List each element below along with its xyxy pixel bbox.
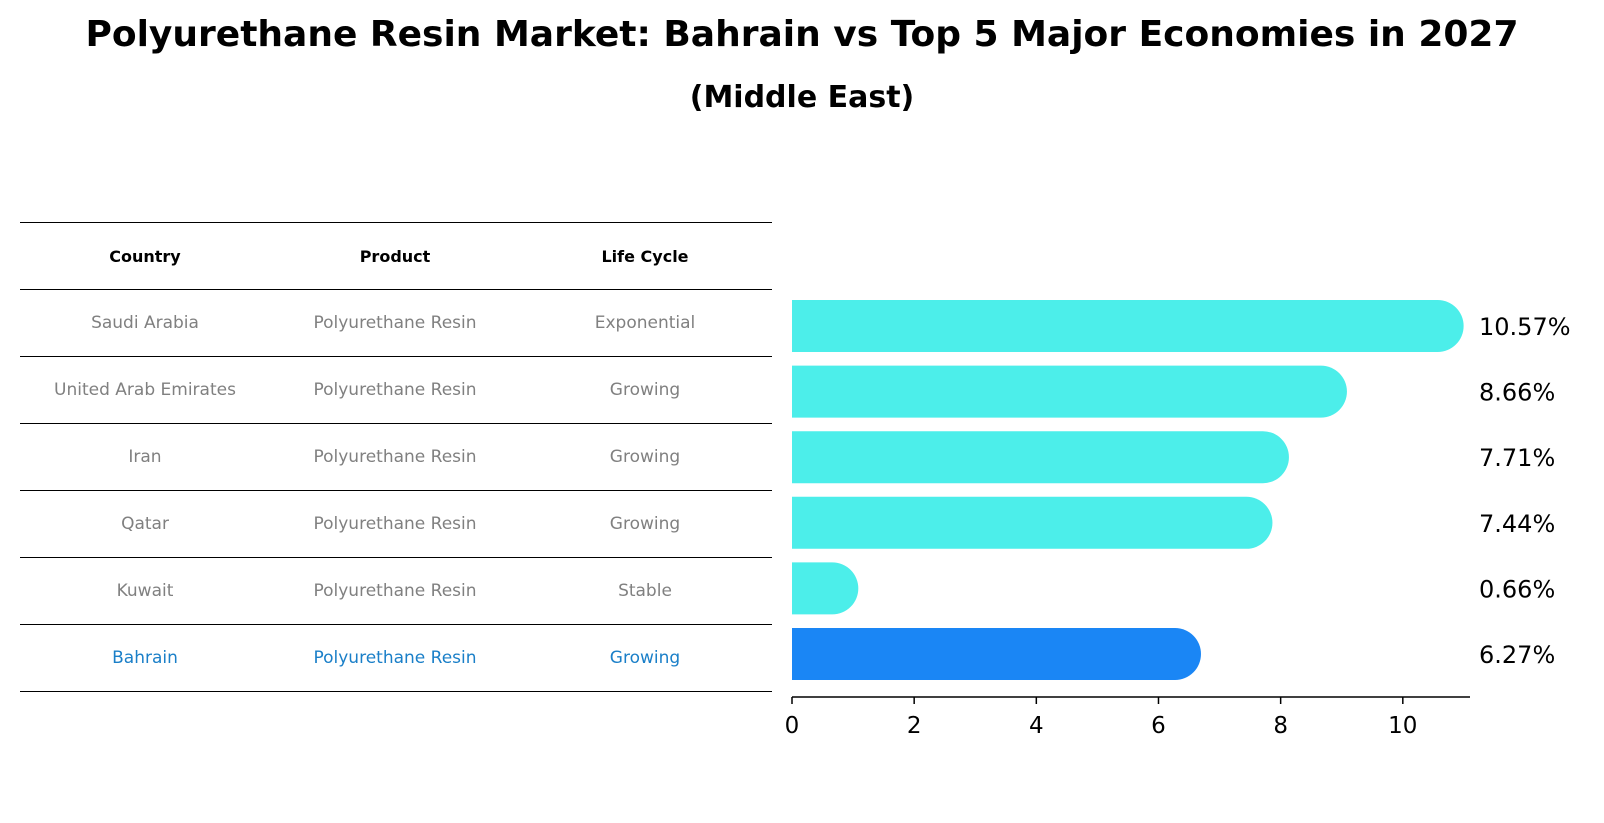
table-row: Iran Polyurethane Resin Growing (20, 423, 772, 490)
country-cell: Saudi Arabia (91, 313, 199, 333)
life-cycle-cell: Growing (609, 447, 681, 467)
table-row: United Arab Emirates Polyurethane Resin … (20, 356, 772, 423)
bar (792, 496, 1273, 549)
life-cycle-cell: Growing (609, 514, 681, 534)
table-row-highlighted: Bahrain Polyurethane Resin Growing (20, 624, 772, 692)
life-cycle-cell: Exponential (594, 313, 696, 333)
bar-value-label: 10.57% (1479, 313, 1571, 341)
bar-value-label: 6.27% (1479, 641, 1555, 669)
table-row: Saudi Arabia Polyurethane Resin Exponent… (20, 289, 772, 356)
table-header-row: Country Product Life Cycle (20, 222, 772, 289)
life-cycle-cell: Stable (618, 581, 672, 601)
x-tick-label: 8 (1273, 713, 1288, 739)
column-header-product: Product (359, 246, 431, 266)
x-tick-label: 6 (1151, 713, 1166, 739)
product-cell: Polyurethane Resin (313, 380, 477, 400)
table-row: Kuwait Polyurethane Resin Stable (20, 557, 772, 624)
bar (792, 300, 1464, 352)
product-cell: Polyurethane Resin (313, 648, 477, 668)
bar-highlighted (792, 628, 1201, 680)
country-cell: United Arab Emirates (54, 380, 236, 400)
product-cell: Polyurethane Resin (313, 313, 477, 333)
bar (792, 431, 1289, 484)
country-cell: Iran (128, 447, 162, 467)
bar-value-label: 0.66% (1479, 575, 1555, 603)
column-header-life-cycle: Life Cycle (601, 246, 689, 266)
bar-value-label: 8.66% (1479, 379, 1555, 407)
chart-subtitle: (Middle East) (689, 80, 915, 115)
bar (792, 562, 859, 615)
country-cell: Kuwait (116, 581, 174, 601)
product-cell: Polyurethane Resin (313, 581, 477, 601)
x-tick-label: 4 (1029, 713, 1044, 739)
bar (792, 365, 1347, 418)
x-tick-label: 2 (907, 713, 922, 739)
chart-title: Polyurethane Resin Market: Bahrain vs To… (85, 14, 1519, 55)
country-cell: Bahrain (112, 648, 178, 668)
product-cell: Polyurethane Resin (313, 447, 477, 467)
table-row: Qatar Polyurethane Resin Growing (20, 490, 772, 557)
bar-value-label: 7.71% (1479, 444, 1555, 472)
x-tick-label: 0 (785, 713, 800, 739)
bar-value-label: 7.44% (1479, 510, 1555, 538)
x-tick-label: 10 (1388, 713, 1417, 739)
life-cycle-cell: Growing (609, 648, 681, 668)
product-cell: Polyurethane Resin (313, 514, 477, 534)
market-table: Country Product Life Cycle Saudi Arabia … (20, 222, 772, 692)
life-cycle-cell: Growing (609, 380, 681, 400)
country-cell: Qatar (121, 514, 169, 534)
column-header-country: Country (109, 246, 181, 266)
